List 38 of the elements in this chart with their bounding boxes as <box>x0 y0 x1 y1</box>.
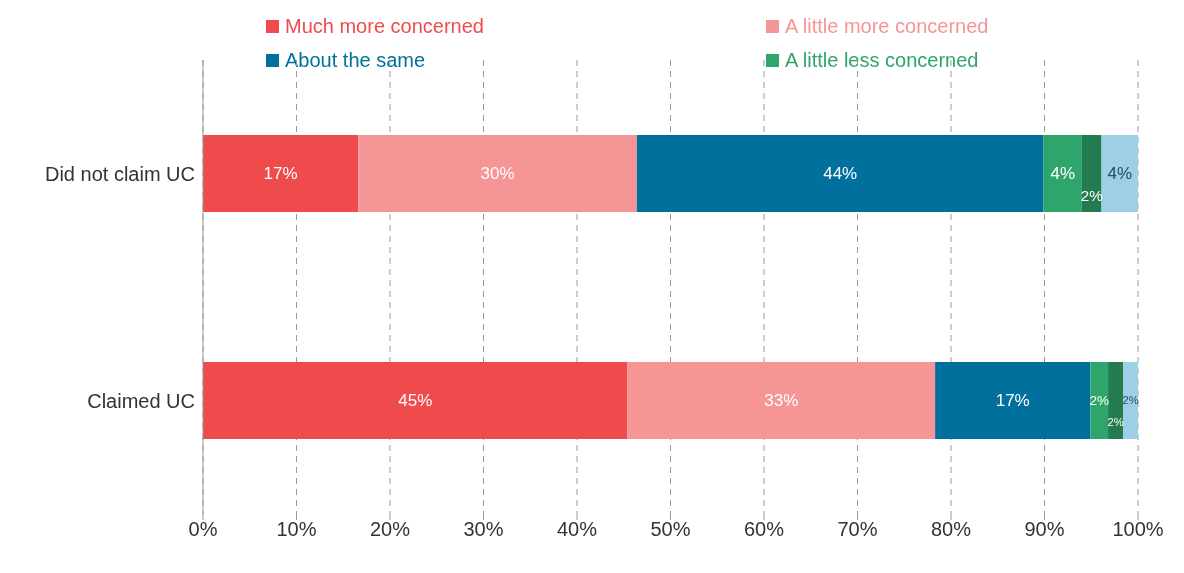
legend-label: A little less concerned <box>784 48 980 72</box>
x-tick-label: 20% <box>369 518 411 541</box>
legend-label: A little more concerned <box>784 14 990 38</box>
data-label: 30% <box>480 163 515 183</box>
x-tick-label: 90% <box>1024 518 1065 541</box>
data-label: 4% <box>1107 163 1133 183</box>
data-label: 45% <box>398 390 433 410</box>
x-tick-label: 60% <box>743 518 785 541</box>
y-tick-label: Claimed UC <box>87 389 195 412</box>
bar <box>203 361 628 439</box>
bar <box>203 134 359 212</box>
bar <box>1108 361 1124 439</box>
data-label: 33% <box>764 390 799 410</box>
data-label: 2% <box>1089 392 1110 408</box>
x-tick-label: 100% <box>1112 518 1164 541</box>
data-label: 44% <box>823 163 858 183</box>
bar <box>1123 361 1138 439</box>
legend-label: Much more concerned <box>284 14 485 38</box>
data-label: 17% <box>263 163 298 183</box>
y-tick-label: Did not claim UC <box>44 162 195 185</box>
bar <box>636 134 1044 212</box>
x-tick-label: 50% <box>650 518 691 541</box>
legend-label: About the same <box>284 48 427 72</box>
bar <box>1090 361 1109 439</box>
x-tick-label: 0% <box>188 518 218 541</box>
bar <box>1043 134 1082 212</box>
x-tick-label: 10% <box>276 518 317 541</box>
x-tick-label: 70% <box>837 518 878 541</box>
bar <box>1101 134 1138 212</box>
x-tick-label: 30% <box>463 518 504 541</box>
x-tick-label: 40% <box>556 518 598 541</box>
bar <box>627 361 936 439</box>
data-label: 17% <box>995 390 1030 410</box>
bar <box>358 134 637 212</box>
data-label: 4% <box>1050 163 1076 183</box>
x-tick-label: 80% <box>930 518 972 541</box>
bar <box>935 361 1091 439</box>
data-label: 2% <box>1122 394 1139 407</box>
